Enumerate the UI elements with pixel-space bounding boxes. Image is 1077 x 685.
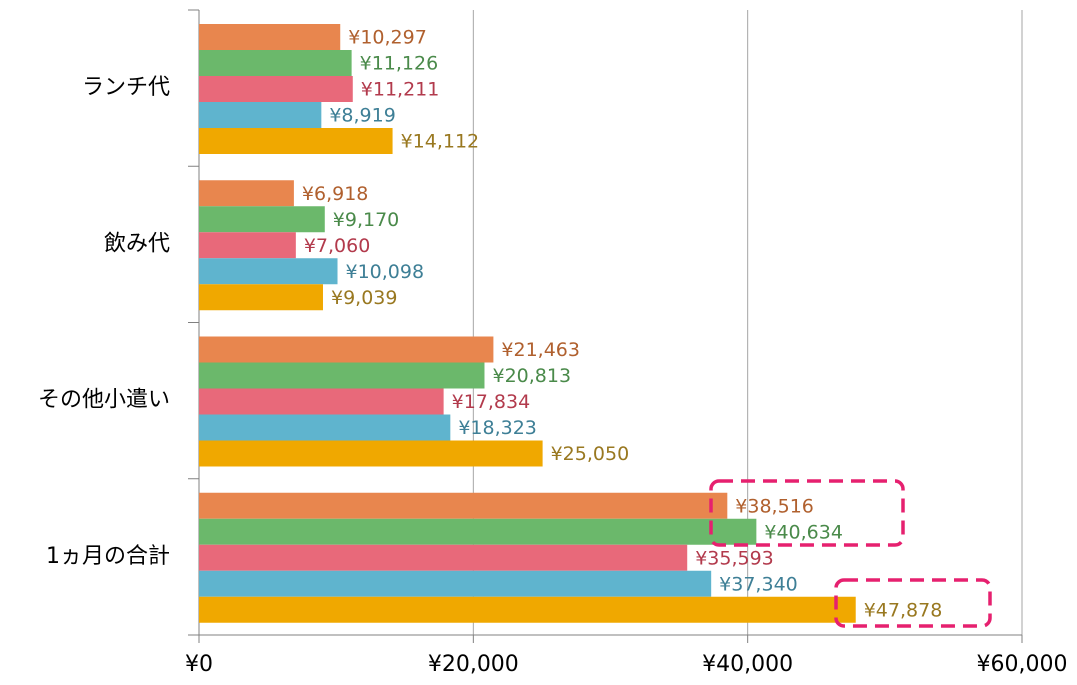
data-label: ¥18,323 [458,417,537,439]
bar [199,518,757,545]
data-label: ¥6,918 [302,183,368,205]
data-label: ¥9,170 [333,209,399,231]
y-tick-label: 飲み代 [104,231,170,256]
data-label: ¥21,463 [501,339,580,361]
bar [199,440,543,467]
bar [199,180,294,207]
bar [199,258,338,285]
data-label: ¥40,634 [764,521,843,543]
highlight-box [834,578,992,628]
bar [199,24,341,50]
data-label: ¥35,593 [695,547,774,569]
bar [199,50,352,76]
bar [199,362,485,389]
bar [199,206,325,233]
bar [199,414,451,441]
data-label: ¥25,050 [551,443,630,465]
data-label: ¥17,834 [452,391,531,413]
bar [199,336,494,363]
data-label: ¥38,516 [735,495,814,517]
bar [199,596,856,623]
y-tick-label: ランチ代 [82,75,170,100]
x-tick-label: ¥0 [185,652,213,677]
x-tick-label: ¥60,000 [977,652,1068,677]
bar [199,128,393,154]
x-tick-label: ¥20,000 [428,652,519,677]
x-tick-label: ¥40,000 [702,652,793,677]
data-label: ¥9,039 [331,287,397,309]
data-label: ¥7,060 [304,235,370,257]
bar [199,492,728,519]
data-label: ¥10,098 [346,261,425,283]
data-label: ¥14,112 [401,131,480,153]
y-tick-label: その他小遣い [38,388,170,413]
data-label: ¥37,340 [719,573,798,595]
data-label: ¥47,878 [864,599,943,621]
bar [199,284,323,311]
y-tick-label: 1ヵ月の合計 [46,544,170,569]
data-label: ¥10,297 [348,27,427,49]
bar [199,570,712,597]
data-label: ¥11,211 [361,79,440,101]
bar [199,232,296,259]
bar [199,388,444,415]
data-label: ¥11,126 [360,53,439,75]
highlight-box [709,479,905,547]
bar [199,102,322,128]
data-label: ¥20,813 [492,365,571,387]
bar [199,76,353,102]
bar [199,544,688,571]
data-label: ¥8,919 [329,105,395,127]
